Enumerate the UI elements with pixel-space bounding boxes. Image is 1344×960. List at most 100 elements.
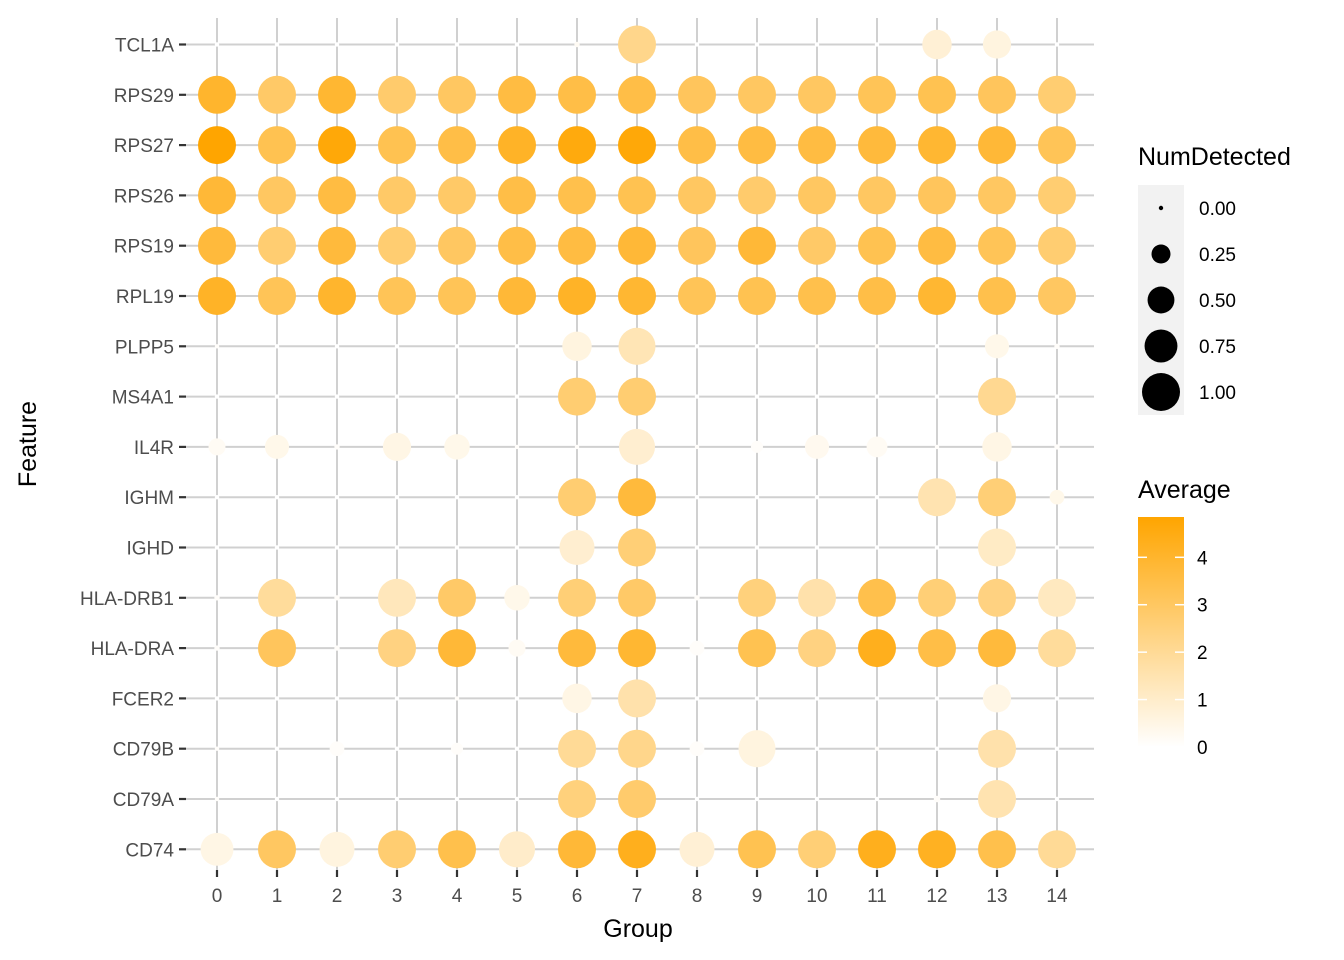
dot-IGHD-group-0 bbox=[214, 545, 220, 550]
dot-HLA-DRA-group-9 bbox=[738, 629, 776, 668]
dot-RPS26-group-5 bbox=[498, 176, 536, 215]
x-tick-label-8: 8 bbox=[692, 886, 703, 907]
dot-RPS26-group-8 bbox=[678, 176, 716, 215]
dot-FCER2-group-2 bbox=[334, 696, 340, 701]
dot-IL4R-group-4 bbox=[444, 434, 470, 460]
dot-RPS19-group-2 bbox=[318, 226, 356, 265]
dot-HLA-DRB1-group-14 bbox=[1038, 578, 1076, 617]
color-legend-title: Average bbox=[1138, 476, 1231, 504]
dot-IGHM-group-8 bbox=[694, 495, 700, 500]
dot-CD79A-group-4 bbox=[454, 796, 460, 802]
dot-TCL1A-group-8 bbox=[694, 42, 700, 47]
dot-PLPP5-group-13 bbox=[984, 334, 1010, 359]
dot-RPL19-group-6 bbox=[558, 277, 596, 315]
dot-HLA-DRB1-group-10 bbox=[798, 578, 836, 617]
dot-IGHM-group-0 bbox=[214, 495, 220, 500]
dot-HLA-DRB1-group-8 bbox=[694, 595, 700, 601]
dot-RPS19-group-11 bbox=[858, 226, 896, 265]
dot-HLA-DRB1-group-3 bbox=[378, 578, 416, 617]
dot-RPS26-group-1 bbox=[258, 176, 296, 215]
dot-MS4A1-group-2 bbox=[334, 394, 340, 399]
dot-RPS27-group-11 bbox=[858, 126, 896, 165]
dot-TCL1A-group-1 bbox=[274, 42, 280, 47]
dot-FCER2-group-6 bbox=[562, 683, 592, 714]
dot-IGHD-group-8 bbox=[694, 545, 700, 550]
dot-CD79A-group-1 bbox=[274, 796, 280, 802]
dot-HLA-DRB1-group-9 bbox=[738, 578, 776, 617]
size-legend-title: NumDetected bbox=[1138, 143, 1291, 171]
dot-IGHD-group-10 bbox=[814, 545, 820, 550]
dot-layer bbox=[198, 25, 1076, 869]
dot-CD79A-group-11 bbox=[874, 796, 880, 802]
dot-PLPP5-group-5 bbox=[514, 344, 520, 349]
dot-IL4R-group-5 bbox=[514, 444, 520, 450]
dot-CD74-group-4 bbox=[438, 830, 476, 869]
dot-HLA-DRA-group-12 bbox=[918, 629, 956, 668]
x-tick-label-0: 0 bbox=[212, 886, 223, 907]
dot-RPS26-group-6 bbox=[558, 176, 596, 215]
dot-RPS19-group-3 bbox=[378, 226, 416, 265]
dot-RPS27-group-9 bbox=[738, 126, 776, 165]
dot-CD79B-group-8 bbox=[689, 741, 705, 757]
dot-TCL1A-group-4 bbox=[454, 42, 460, 47]
dot-PLPP5-group-12 bbox=[934, 344, 940, 349]
dot-RPS27-group-5 bbox=[498, 126, 536, 165]
dot-CD79A-group-0 bbox=[214, 796, 220, 802]
dot-RPS29-group-2 bbox=[318, 75, 356, 114]
y-tick-label-IL4R: IL4R bbox=[134, 438, 174, 459]
dot-CD79B-group-11 bbox=[874, 746, 880, 751]
dot-CD79B-group-7 bbox=[618, 729, 656, 768]
dot-CD79A-group-12 bbox=[933, 795, 941, 803]
dot-RPS19-group-6 bbox=[558, 226, 596, 265]
dot-HLA-DRA-group-3 bbox=[378, 629, 416, 668]
y-tick-label-RPS26: RPS26 bbox=[114, 186, 174, 207]
dot-RPS27-group-7 bbox=[618, 126, 656, 165]
dot-RPS29-group-8 bbox=[678, 75, 716, 114]
dot-RPL19-group-3 bbox=[378, 277, 416, 315]
dot-FCER2-group-9 bbox=[754, 696, 760, 701]
y-tick-label-PLPP5: PLPP5 bbox=[115, 337, 174, 358]
dot-IGHD-group-9 bbox=[754, 545, 760, 550]
dot-RPL19-group-0 bbox=[198, 277, 236, 315]
color-legend-label-2: 2 bbox=[1197, 643, 1208, 664]
dot-FCER2-group-4 bbox=[454, 696, 460, 701]
dot-CD79B-group-0 bbox=[214, 746, 220, 751]
dot-RPS29-group-1 bbox=[258, 75, 296, 114]
dot-MS4A1-group-11 bbox=[874, 394, 880, 399]
dot-RPS29-group-14 bbox=[1038, 75, 1076, 114]
dot-RPS19-group-1 bbox=[258, 226, 296, 265]
dot-RPL19-group-12 bbox=[918, 277, 956, 315]
dot-CD79A-group-3 bbox=[394, 796, 400, 802]
dot-PLPP5-group-11 bbox=[874, 344, 880, 349]
dot-PLPP5-group-6 bbox=[562, 331, 592, 362]
y-tick-label-CD79A: CD79A bbox=[113, 790, 175, 811]
dot-HLA-DRB1-group-5 bbox=[504, 585, 530, 611]
dot-HLA-DRA-group-14 bbox=[1038, 629, 1076, 668]
color-legend-label-0: 0 bbox=[1197, 738, 1208, 759]
dot-TCL1A-group-12 bbox=[922, 29, 952, 60]
dot-RPS27-group-0 bbox=[198, 126, 236, 165]
dot-RPS29-group-12 bbox=[918, 75, 956, 114]
dot-RPS19-group-13 bbox=[978, 226, 1016, 265]
dot-CD74-group-12 bbox=[918, 830, 956, 869]
dot-RPS29-group-0 bbox=[198, 75, 236, 114]
y-tick-label-MS4A1: MS4A1 bbox=[112, 388, 174, 409]
dot-CD74-group-5 bbox=[498, 831, 536, 868]
dot-MS4A1-group-1 bbox=[274, 394, 280, 399]
dot-RPS26-group-10 bbox=[798, 176, 836, 215]
dot-IGHD-group-7 bbox=[618, 528, 656, 567]
dot-PLPP5-group-3 bbox=[394, 344, 400, 349]
dot-TCL1A-group-13 bbox=[982, 30, 1012, 59]
dot-MS4A1-group-10 bbox=[814, 394, 820, 399]
dot-IL4R-group-13 bbox=[982, 432, 1012, 462]
dot-RPS19-group-14 bbox=[1038, 226, 1076, 265]
dot-CD74-group-6 bbox=[558, 830, 596, 869]
dot-HLA-DRA-group-11 bbox=[858, 629, 896, 668]
size-legend: NumDetected 0.00 0.25 0.50 0.75 1.00 bbox=[1138, 143, 1291, 415]
dot-HLA-DRB1-group-4 bbox=[438, 578, 476, 617]
y-tick-label-FCER2: FCER2 bbox=[112, 689, 174, 710]
dot-TCL1A-group-2 bbox=[334, 42, 340, 47]
dot-CD79A-group-8 bbox=[694, 796, 700, 802]
size-legend-label-0.50: 0.50 bbox=[1199, 291, 1236, 312]
color-legend-label-4: 4 bbox=[1197, 548, 1208, 569]
